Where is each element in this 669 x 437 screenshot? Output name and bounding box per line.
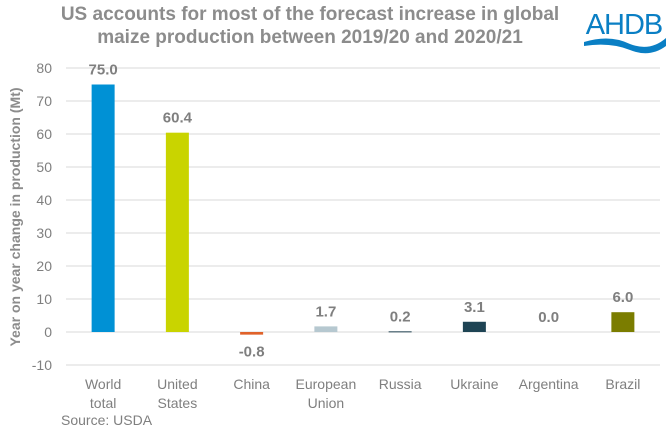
y-tick-label: 0 xyxy=(44,324,52,340)
y-axis-label: Year on year change in production (Mt) xyxy=(7,87,23,346)
data-label: 75.0 xyxy=(89,62,118,79)
data-label: 1.7 xyxy=(315,303,336,320)
x-tick-label: United xyxy=(157,376,197,392)
chart-title: US accounts for most of the forecast inc… xyxy=(40,3,580,49)
x-tick-label: European xyxy=(296,376,357,392)
data-label: -0.8 xyxy=(239,344,265,361)
y-tick-label: 60 xyxy=(36,126,52,142)
y-tick-label: 50 xyxy=(36,159,52,175)
x-tick-label: Brazil xyxy=(605,376,640,392)
bar-ukraine xyxy=(462,321,486,332)
bar-china xyxy=(240,332,264,335)
x-tick-label: Union xyxy=(308,395,345,411)
title-line-2: maize production between 2019/20 and 202… xyxy=(97,27,523,48)
x-tick-label: Argentina xyxy=(519,376,579,392)
title-line-1: US accounts for most of the forecast inc… xyxy=(60,4,560,25)
y-tick-label: 70 xyxy=(36,93,52,109)
y-tick-label: 40 xyxy=(36,192,52,208)
x-tick-label: Ukraine xyxy=(450,376,498,392)
data-label: 0.2 xyxy=(390,308,411,325)
x-tick-label: total xyxy=(90,395,116,411)
x-tick-label: Russia xyxy=(379,376,422,392)
ahdb-logo: AHDB xyxy=(584,9,666,54)
bar-brazil xyxy=(611,312,635,332)
bar-united-states xyxy=(165,132,189,332)
y-tick-label: 80 xyxy=(36,60,52,76)
bar-world-total xyxy=(91,84,115,332)
y-tick-label: 10 xyxy=(36,291,52,307)
x-tick-label: China xyxy=(233,376,270,392)
data-label: 0.0 xyxy=(538,309,559,326)
svg-text:AHDB: AHDB xyxy=(586,9,663,41)
source-note: Source: USDA xyxy=(61,412,153,428)
y-tick-label: -10 xyxy=(32,357,52,373)
data-label: 6.0 xyxy=(612,289,633,306)
x-tick-label: World xyxy=(85,376,121,392)
data-label: 3.1 xyxy=(464,299,485,316)
data-label: 60.4 xyxy=(163,110,193,127)
y-tick-label: 20 xyxy=(36,258,52,274)
x-tick-label: States xyxy=(158,395,198,411)
bar-european-union xyxy=(314,326,338,332)
bar-russia xyxy=(388,331,412,333)
y-tick-label: 30 xyxy=(36,225,52,241)
